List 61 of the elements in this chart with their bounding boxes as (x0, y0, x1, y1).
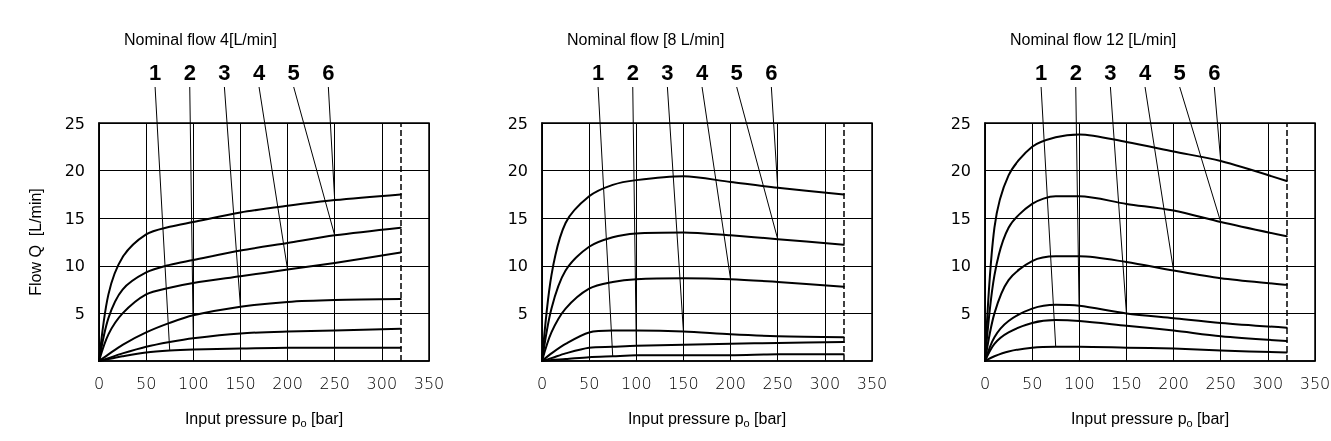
x-tick-label: 0 (979, 373, 991, 393)
x-tick-label: 350 (1299, 373, 1331, 393)
y-tick-label: 20 (507, 161, 528, 181)
x-tick-label: 50 (578, 373, 600, 393)
y-tick-label: 25 (950, 113, 971, 133)
text: 2 (1069, 59, 1082, 85)
text: 5 (1173, 59, 1186, 85)
y-tick-label: 20 (950, 161, 971, 181)
y-tick-label: 5 (960, 303, 971, 323)
x-tick-label: 150 (668, 373, 699, 393)
x-tick-label: 200 (715, 373, 746, 393)
x-tick-label: 250 (762, 373, 793, 393)
text: 1 (1034, 59, 1048, 85)
text: 6 (1208, 59, 1221, 85)
x-tick-label: 100 (1064, 373, 1095, 393)
y-tick-label: 5 (74, 303, 85, 323)
y-axis-title: Flow Q [L/min] (26, 188, 44, 296)
y-tick-label: 25 (64, 113, 85, 133)
y-tick-label: 5 (517, 303, 528, 323)
text: 5 (287, 59, 300, 85)
chart-title: Nominal flow [8 L/min] (567, 30, 725, 48)
text: 1 (148, 59, 162, 85)
y-tick-label: 15 (507, 208, 528, 228)
x-tick-label: 200 (1158, 373, 1189, 393)
text: 4 (252, 59, 266, 85)
y-tick-label: 25 (507, 113, 528, 133)
x-tick-label: 150 (1111, 373, 1142, 393)
text: 2 (626, 59, 639, 85)
x-tick-label: 0 (536, 373, 548, 393)
text: 3 (1104, 59, 1117, 85)
x-tick-label: 200 (272, 373, 303, 393)
text: 4 (695, 59, 709, 85)
x-tick-label: 100 (621, 373, 652, 393)
x-tick-label: 250 (319, 373, 350, 393)
chart-title: Nominal flow 12 [L/min] (1010, 30, 1177, 48)
x-tick-label: 350 (413, 373, 445, 393)
x-tick-label: 250 (1205, 373, 1236, 393)
x-tick-label: 350 (856, 373, 888, 393)
x-tick-label: 50 (135, 373, 157, 393)
x-tick-label: 50 (1021, 373, 1043, 393)
text: 2 (183, 59, 196, 85)
x-tick-label: 0 (93, 373, 105, 393)
text: 3 (218, 59, 231, 85)
chart-title: Nominal flow 4[L/min] (124, 30, 277, 48)
y-tick-label: 15 (950, 208, 971, 228)
x-tick-label: 100 (178, 373, 209, 393)
text: 1 (591, 59, 605, 85)
text: 6 (765, 59, 778, 85)
text: 5 (730, 59, 743, 85)
text: 6 (322, 59, 335, 85)
y-tick-label: 10 (507, 256, 528, 276)
text: 4 (1138, 59, 1152, 85)
x-tick-label: 300 (366, 373, 398, 393)
x-tick-label: 300 (809, 373, 841, 393)
y-tick-label: 10 (950, 256, 971, 276)
x-tick-label: 300 (1252, 373, 1284, 393)
x-tick-label: 150 (225, 373, 256, 393)
text: 3 (661, 59, 674, 85)
y-tick-label: 10 (64, 256, 85, 276)
y-tick-label: 15 (64, 208, 85, 228)
y-tick-label: 20 (64, 161, 85, 181)
